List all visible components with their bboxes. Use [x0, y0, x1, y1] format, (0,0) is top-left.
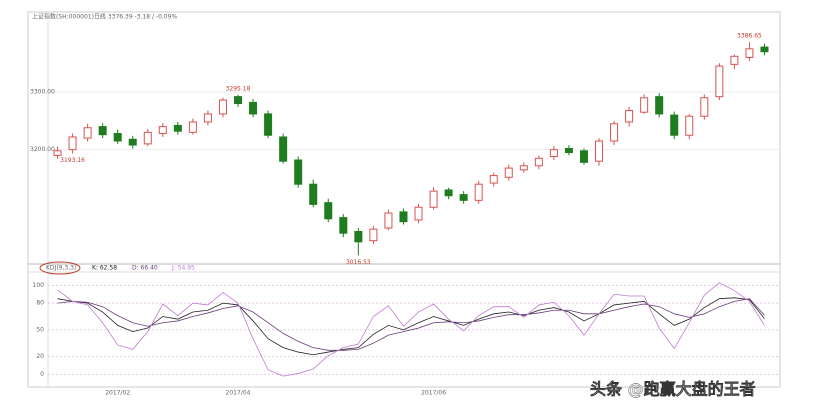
candle-body — [760, 46, 769, 53]
candle-body — [670, 114, 679, 136]
y-tick-label: 50 — [36, 326, 44, 333]
candle-body — [715, 65, 724, 98]
candle-body — [489, 175, 498, 184]
y-tick-label: 80 — [36, 300, 44, 307]
candle-body — [595, 140, 604, 162]
price-annotation: 3193.16 — [60, 157, 85, 164]
candle-body — [234, 96, 243, 105]
candle-body — [369, 228, 378, 242]
legend-entry: K: 62.58 — [92, 265, 117, 272]
kdj-line — [57, 282, 765, 377]
x-tick-label: 2017/02 — [105, 390, 130, 397]
candle-body — [354, 230, 363, 243]
candle-body — [429, 190, 438, 208]
candle-body — [730, 55, 739, 65]
candle-body — [173, 124, 182, 132]
candle-body — [98, 126, 107, 136]
candle-body — [279, 136, 288, 162]
legend-entry: D: 66.40 — [132, 265, 158, 272]
y-tick-label: 0 — [40, 371, 44, 378]
indicator-title: KDJ(9,3,3) — [46, 265, 76, 272]
watermark: 头条 @跑赢大盘的王者 — [590, 380, 756, 399]
kdj-line — [57, 298, 765, 351]
candle-body — [444, 189, 453, 197]
candle-body — [655, 96, 664, 115]
candle-body — [309, 183, 318, 205]
candle-body — [339, 217, 348, 234]
y-tick-label: 100 — [33, 282, 45, 289]
candle-body — [610, 123, 619, 142]
candle-body — [294, 159, 303, 185]
frame — [27, 11, 781, 388]
candle-body — [625, 109, 634, 123]
candle-body — [203, 113, 212, 123]
kdj-line — [57, 297, 765, 356]
candle-body — [113, 133, 122, 142]
candle-body — [564, 147, 573, 154]
candle-body — [414, 206, 423, 221]
y-tick-label: 20 — [36, 353, 44, 360]
candle-body — [745, 48, 754, 58]
chart-title: 上证指数(SH:000001)日线 3376.39 -3.18 / -0.09% — [32, 13, 177, 21]
candle-body — [68, 136, 77, 151]
candle-body — [474, 183, 483, 201]
candle-body — [249, 101, 258, 115]
candle-body — [264, 113, 273, 136]
candle-body — [143, 131, 152, 145]
legend-entry: J: 54.95 — [171, 265, 195, 272]
candle-body — [579, 150, 588, 163]
candle-body — [128, 138, 137, 146]
candle-body — [83, 127, 92, 139]
candle-body — [53, 150, 62, 156]
y-tick-label: 3200.00 — [30, 146, 55, 153]
candle-body — [519, 165, 528, 171]
x-tick-label: 2017/04 — [226, 390, 251, 397]
candle-body — [534, 157, 543, 167]
candle-body — [640, 97, 649, 113]
price-annotation: 3295.18 — [226, 85, 251, 92]
candle-body — [158, 126, 167, 135]
x-tick-label: 2017/06 — [421, 390, 446, 397]
candle-body — [218, 99, 227, 115]
price-annotation: 3016.53 — [346, 259, 371, 266]
candle-body — [700, 97, 709, 117]
candle-body — [549, 149, 558, 158]
highlight-ellipse — [39, 261, 81, 275]
candle-body — [504, 167, 513, 178]
price-annotation: 3386.65 — [737, 33, 762, 40]
candle-body — [384, 212, 393, 229]
candle-body — [399, 211, 408, 223]
candle-body — [459, 194, 468, 201]
candle-body — [324, 202, 333, 220]
candle-body — [685, 115, 694, 136]
y-tick-label: 3300.00 — [30, 89, 55, 96]
candle-body — [188, 121, 197, 133]
